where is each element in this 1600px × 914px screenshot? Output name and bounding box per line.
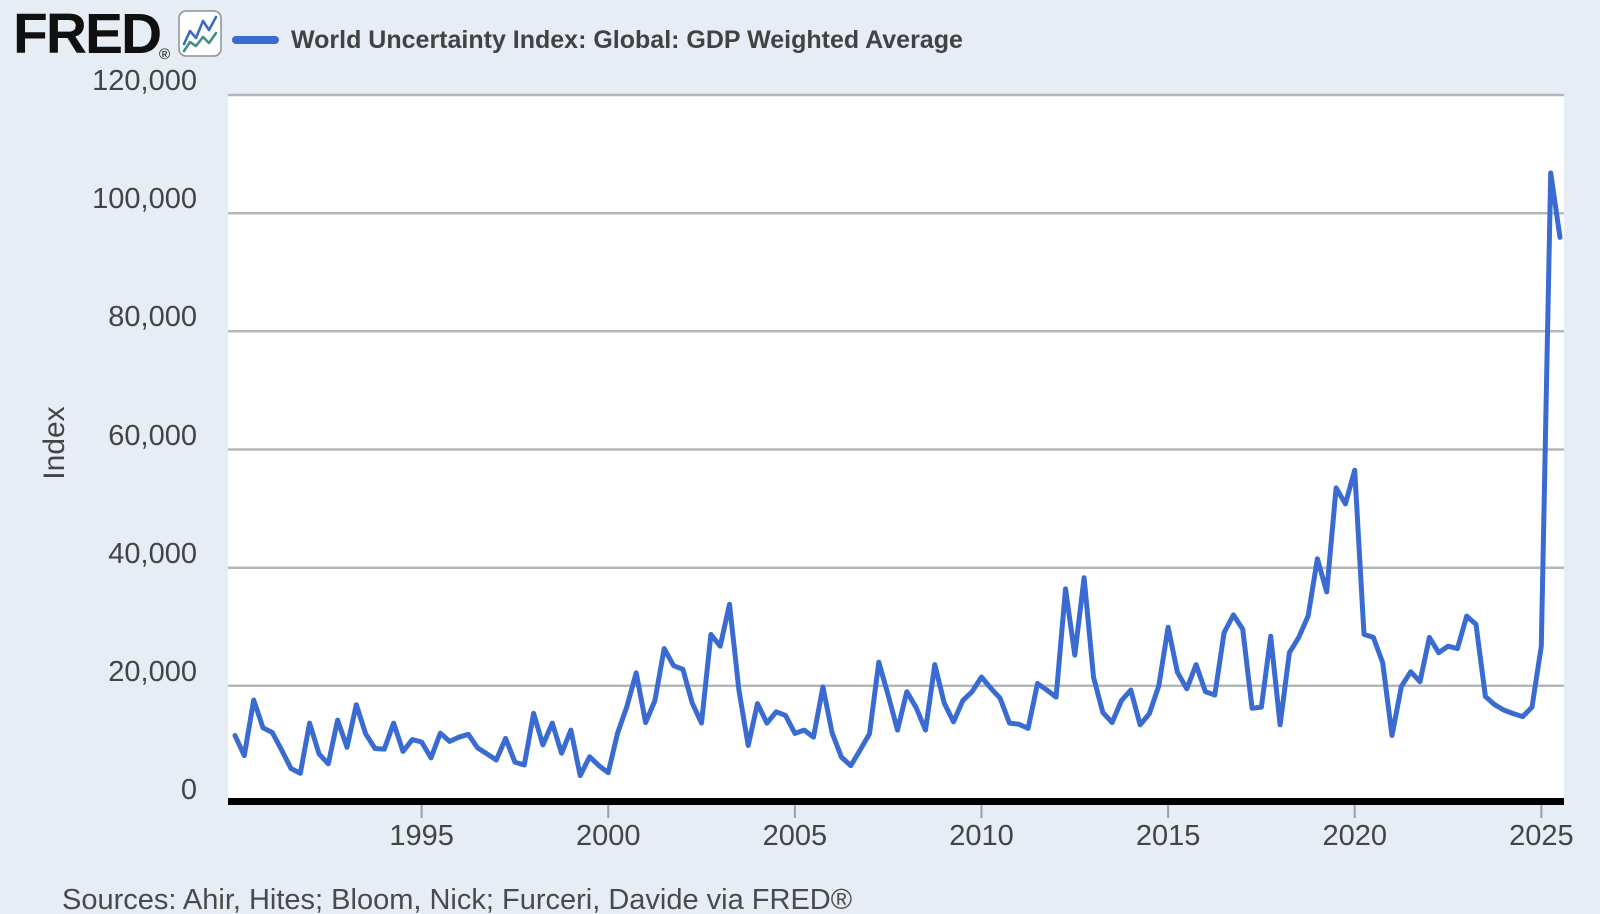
chart-title: World Uncertainty Index: Global: GDP Wei… (291, 26, 963, 54)
y-tick-label: 20,000 (108, 655, 197, 688)
x-tick-label: 2000 (575, 820, 641, 852)
y-tick-label: 80,000 (108, 301, 197, 334)
sources-note: Sources: Ahir, Hites; Bloom, Nick; Furce… (62, 884, 853, 914)
y-tick-label: 120,000 (92, 65, 197, 97)
fred-logo: FRED (13, 2, 162, 66)
x-tick-label: 2025 (1509, 820, 1574, 852)
x-axis-line (228, 798, 1564, 805)
fred-chart-badge-icon (178, 10, 222, 57)
x-tick-label: 2015 (1135, 820, 1201, 852)
y-tick-label: 100,000 (92, 183, 197, 216)
y-tick-label: 60,000 (108, 419, 197, 452)
series-line (232, 170, 1563, 779)
x-tick-label: 2005 (762, 820, 828, 852)
y-tick-label: 0 (180, 774, 197, 806)
y-tick-label: 40,000 (108, 537, 197, 570)
fred-logo-registered-mark: ® (159, 46, 171, 63)
legend-line-swatch (232, 36, 279, 44)
x-tick-label: 2010 (949, 820, 1014, 852)
x-tick-label: 2020 (1322, 820, 1387, 852)
x-tick-label: 1995 (389, 820, 454, 852)
